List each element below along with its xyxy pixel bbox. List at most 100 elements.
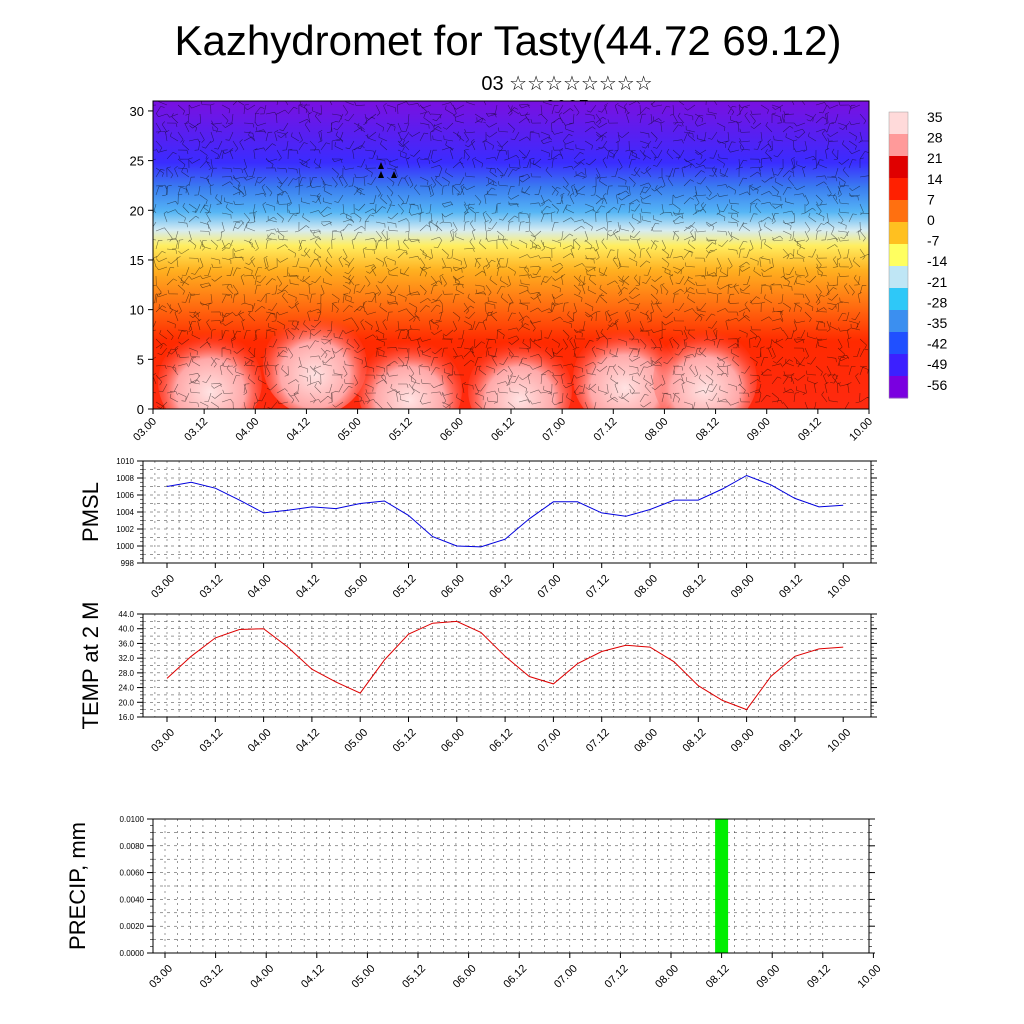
x-tick-label: 04.12 xyxy=(299,963,327,991)
x-tick-label: 06.00 xyxy=(439,573,467,601)
x-tick-label: 06.12 xyxy=(489,416,517,444)
temp-series-line xyxy=(166,620,844,711)
x-tick-label: 10.00 xyxy=(856,963,884,991)
colorbar-label: -49 xyxy=(927,356,947,372)
warm-cell xyxy=(468,340,572,409)
y-tick-label: 0.0020 xyxy=(120,922,145,931)
warm-cell xyxy=(653,330,757,409)
y-tick-label: 1000 xyxy=(116,542,134,551)
warm-cell xyxy=(573,328,677,409)
x-tick-label: 04.00 xyxy=(248,963,276,991)
y-tick-label: 15 xyxy=(130,253,144,268)
y-tick-label: 1002 xyxy=(116,525,134,534)
y-tick-label: 1006 xyxy=(116,491,134,500)
x-tick-label: 07.12 xyxy=(591,416,619,444)
x-tick-label: 08.12 xyxy=(680,573,708,601)
barb-marker xyxy=(391,171,397,178)
x-tick-label: 07.00 xyxy=(540,416,568,444)
colorbar-swatch xyxy=(889,310,908,333)
x-tick-label: 05.00 xyxy=(350,963,378,991)
y-tick-label: 998 xyxy=(121,559,135,568)
colorbar-swatch xyxy=(889,354,908,377)
colorbar-label: -7 xyxy=(927,233,940,249)
pmsl-series-line xyxy=(166,474,844,548)
colorbar-swatch xyxy=(889,332,908,355)
colorbar-label: -21 xyxy=(927,274,947,290)
x-tick-label: 04.12 xyxy=(294,573,322,601)
x-tick-label: 09.00 xyxy=(729,573,757,601)
colorbar: 35 28 21 14 7 0 -7 -14 -21 -28 -35 -42 -49 -56 xyxy=(888,109,947,399)
y-tick-label: 0.0080 xyxy=(120,842,145,851)
x-tick-label: 04.12 xyxy=(294,727,322,755)
colorbar-swatch xyxy=(889,134,908,157)
x-tick-label: 03.12 xyxy=(198,963,226,991)
x-tick-label: 06.12 xyxy=(487,727,515,755)
y-tick-label: 0.0100 xyxy=(120,815,145,824)
colorbar-swatch xyxy=(889,222,908,245)
colorbar-frame xyxy=(888,111,909,399)
x-tick-label: 04.00 xyxy=(246,573,274,601)
y-tick-label: 5 xyxy=(137,352,144,367)
x-tick-label: 09.00 xyxy=(745,416,773,444)
x-tick-label: 07.12 xyxy=(584,727,612,755)
y-tick-label: 0.0040 xyxy=(120,895,145,904)
colorbar-label: 21 xyxy=(927,150,943,166)
colorbar-label: 7 xyxy=(927,191,935,207)
x-tick-label: 07.12 xyxy=(603,963,631,991)
y-tick-label: 24.0 xyxy=(118,684,134,693)
colorbar-label: 14 xyxy=(927,171,943,187)
y-axis-label: TEMP at 2 M xyxy=(78,602,103,730)
x-tick-label: 07.00 xyxy=(552,963,580,991)
y-tick-label: 44.0 xyxy=(118,610,134,619)
warm-cell xyxy=(263,315,367,409)
x-tick-label: 08.12 xyxy=(694,416,722,444)
y-tick-label: 1010 xyxy=(116,457,134,466)
x-tick-label: 09.00 xyxy=(729,727,757,755)
chart-title: Kazhydromet for Tasty(44.72 69.12) xyxy=(174,17,842,64)
y-tick-label: 1004 xyxy=(116,508,134,517)
colorbar-label: 0 xyxy=(927,212,935,228)
colorbar-swatch xyxy=(889,288,908,311)
x-tick-label: 08.12 xyxy=(680,727,708,755)
x-tick-label: 08.00 xyxy=(653,963,681,991)
pmsl-panel: 998 1000 1002 1004 1006 1008 1010 03.00 03.12 04.… xyxy=(78,457,877,601)
x-tick-label: 04.12 xyxy=(285,416,313,444)
precip-bar xyxy=(715,819,729,953)
colorbar-swatch xyxy=(889,156,908,179)
y-axis-label: PMSL xyxy=(78,482,103,542)
x-tick-label: 03.12 xyxy=(197,573,225,601)
y-tick-label: 20 xyxy=(130,203,144,218)
y-tick-label: 28.0 xyxy=(118,669,134,678)
x-tick-label: 09.00 xyxy=(754,963,782,991)
x-tick-label: 05.12 xyxy=(387,416,415,444)
colorbar-label: -14 xyxy=(927,253,947,269)
x-tick-label: 05.00 xyxy=(342,573,370,601)
colorbar-swatch xyxy=(889,178,908,201)
y-tick-label: 0.0060 xyxy=(120,869,145,878)
x-tick-label: 10.00 xyxy=(825,727,853,755)
y-tick-label: 16.0 xyxy=(118,713,134,722)
x-tick-label: 03.00 xyxy=(149,573,177,601)
x-tick-label: 03.00 xyxy=(147,963,175,991)
x-tick-label: 06.00 xyxy=(439,727,467,755)
y-tick-label: 0.0000 xyxy=(120,949,145,958)
y-tick-label: 0 xyxy=(137,402,144,417)
x-tick-label: 06.00 xyxy=(438,416,466,444)
x-tick-label: 10.00 xyxy=(825,573,853,601)
heatmap-panel: 0 5 10 15 20 25 30 03.00 03.12 04.00 04.12 05.00 05… xyxy=(130,100,875,444)
colorbar-label: 35 xyxy=(927,109,943,125)
colorbar-label: -35 xyxy=(927,315,947,331)
warm-cell xyxy=(158,332,262,409)
x-tick-label: 05.00 xyxy=(342,727,370,755)
colorbar-swatch xyxy=(889,266,908,289)
x-tick-label: 04.00 xyxy=(246,727,274,755)
x-tick-label: 09.12 xyxy=(805,963,833,991)
barb-marker xyxy=(378,171,384,178)
colorbar-label: -28 xyxy=(927,294,947,310)
x-tick-label: 09.12 xyxy=(796,416,824,444)
x-tick-label: 08.12 xyxy=(704,963,732,991)
temp-panel: 16.0 20.0 24.0 28.0 32.0 36.0 40.0 44.0 03.00 03.… xyxy=(78,602,877,755)
x-tick-label: 03.12 xyxy=(182,416,210,444)
x-tick-label: 03.00 xyxy=(149,727,177,755)
